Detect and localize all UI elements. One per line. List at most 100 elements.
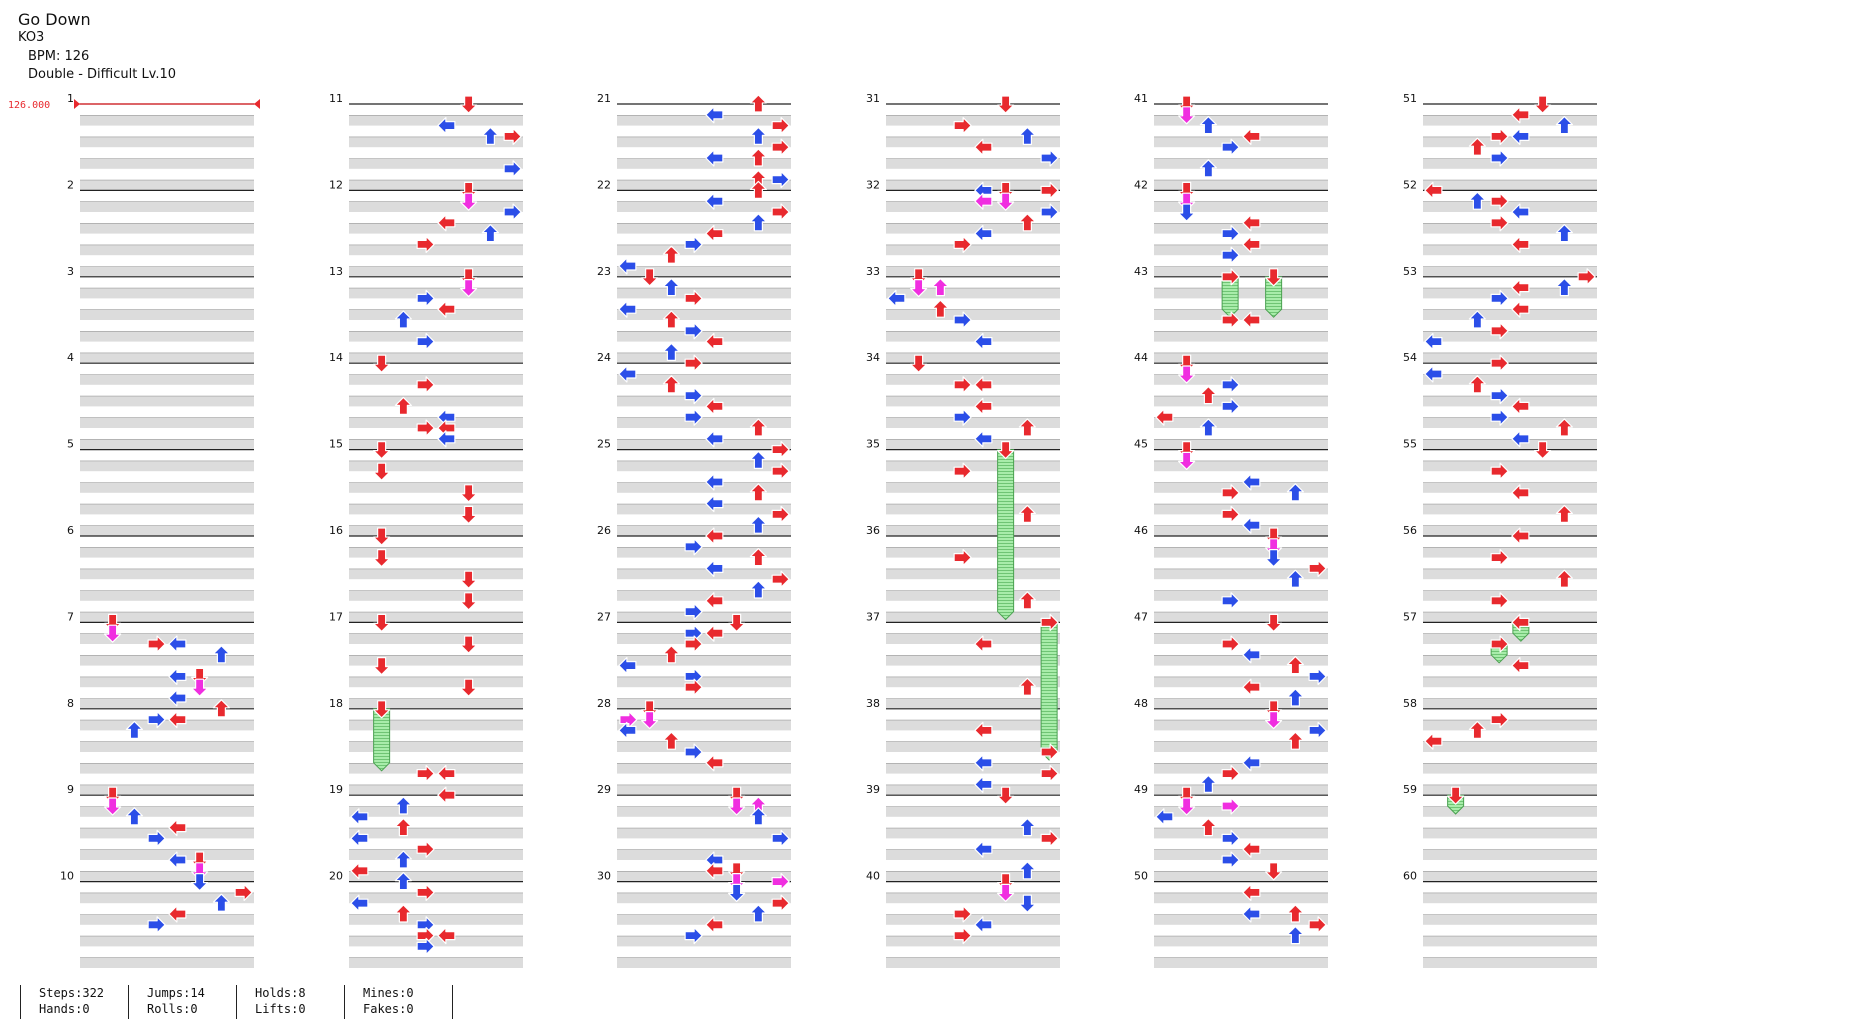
arrow-shape: [350, 894, 369, 912]
arrow-shape: [974, 916, 993, 934]
arrow-right-icon: [771, 829, 790, 848]
arrow-shape: [1468, 191, 1486, 210]
arrow-shape: [771, 570, 790, 588]
lane-band: [80, 849, 254, 860]
arrow-shape: [1490, 548, 1509, 567]
arrow-shape: [437, 116, 456, 135]
lane-band: [80, 158, 254, 169]
arrow-down-icon: [460, 95, 478, 114]
arrow-shape: [1265, 268, 1283, 287]
arrow-shape: [1265, 548, 1283, 568]
lane-band: [80, 309, 254, 320]
arrow-shape: [1242, 235, 1261, 253]
arrow-down-icon: [997, 441, 1015, 460]
measure-number: 55: [1403, 438, 1417, 451]
arrow-shape: [168, 667, 187, 686]
arrow-shape: [104, 797, 122, 816]
arrow-down-icon: [460, 592, 478, 611]
arrow-right-icon: [684, 289, 703, 307]
stat-divider-end: [452, 985, 453, 1019]
arrow-shape: [1490, 354, 1509, 372]
lane-band: [886, 806, 1060, 817]
arrow-shape: [953, 116, 972, 135]
arrow-shape: [1221, 311, 1240, 329]
measure-number: 6: [67, 524, 74, 537]
arrow-right-icon: [1221, 311, 1240, 329]
arrow-right-icon: [1308, 721, 1327, 740]
bpm-left-cap: [74, 99, 80, 109]
arrow-right-icon: [771, 894, 790, 912]
arrow-down-icon: [460, 635, 478, 654]
lane-band: [1154, 482, 1328, 493]
arrow-shape: [618, 257, 637, 275]
arrow-left-icon: [974, 840, 993, 858]
arrow-shape: [1447, 786, 1465, 805]
lane-band: [886, 568, 1060, 580]
arrow-shape: [749, 213, 767, 232]
lane-band: [349, 396, 523, 407]
lane-band: [1423, 244, 1597, 256]
arrow-left-icon: [1242, 840, 1261, 858]
arrow-shape: [1424, 732, 1443, 750]
arrow-right-icon: [1040, 613, 1059, 632]
lane-band: [1423, 223, 1597, 234]
arrow-shape: [953, 462, 972, 480]
arrow-left-icon: [705, 430, 724, 448]
arrow-right-icon: [953, 926, 972, 945]
arrow-left-icon: [974, 635, 993, 653]
arrow-shape: [104, 624, 122, 643]
lane-band: [617, 136, 791, 148]
measure-number: 41: [1134, 92, 1148, 105]
arrow-left-icon: [168, 710, 187, 729]
arrow-right-icon: [953, 311, 972, 329]
arrow-shape: [705, 333, 724, 351]
lane-band: [886, 763, 1060, 774]
arrow-shape: [437, 214, 456, 232]
stat-group-jumps: Jumps:14 Rolls:0: [128, 985, 205, 1019]
arrow-shape: [953, 408, 972, 426]
arrow-shape: [749, 148, 767, 167]
lane-band: [617, 828, 791, 839]
lane-band: [886, 741, 1060, 752]
lane-band: [886, 957, 1060, 968]
arrow-shape: [684, 678, 703, 696]
lane-band: [80, 741, 254, 752]
lane-band: [617, 180, 791, 191]
arrow-up-icon: [1018, 817, 1036, 837]
arrow-shape: [1511, 106, 1530, 124]
arrow-shape: [1018, 861, 1036, 880]
arrow-shape: [191, 678, 209, 697]
arrow-shape: [1040, 764, 1059, 783]
lane-band: [349, 914, 523, 925]
arrow-left-icon: [350, 862, 369, 880]
lane-band: [80, 504, 254, 515]
bpm-label: BPM: 126: [28, 49, 90, 64]
arrow-up-icon: [1468, 375, 1486, 394]
arrow-right-icon: [953, 905, 972, 923]
hold-body: [373, 708, 391, 772]
arrow-right-icon: [771, 872, 790, 891]
arrow-shape: [1155, 808, 1174, 826]
arrow-shape: [705, 225, 724, 243]
lane-band: [617, 590, 791, 601]
arrow-up-icon: [481, 224, 499, 243]
lane-band: [886, 784, 1060, 796]
hold-body: [997, 449, 1015, 621]
arrow-up-icon: [1199, 115, 1217, 135]
lane-band: [349, 828, 523, 839]
arrow-shape: [1221, 225, 1240, 243]
arrow-shape: [1577, 268, 1596, 286]
arrow-shape: [1242, 883, 1261, 902]
arrow-down-icon: [460, 678, 478, 697]
arrow-shape: [1555, 504, 1573, 524]
lane-band: [1423, 396, 1597, 407]
arrow-shape: [997, 883, 1015, 903]
arrow-left-icon: [437, 214, 456, 232]
arrow-down-icon: [460, 570, 478, 589]
arrow-shape: [1490, 408, 1509, 426]
measure-number: 23: [597, 265, 611, 278]
arrow-down-icon: [191, 678, 209, 697]
arrow-shape: [1040, 203, 1059, 221]
arrow-shape: [1221, 268, 1240, 286]
difficulty-label: Double - Difficult Lv.10: [28, 67, 177, 82]
